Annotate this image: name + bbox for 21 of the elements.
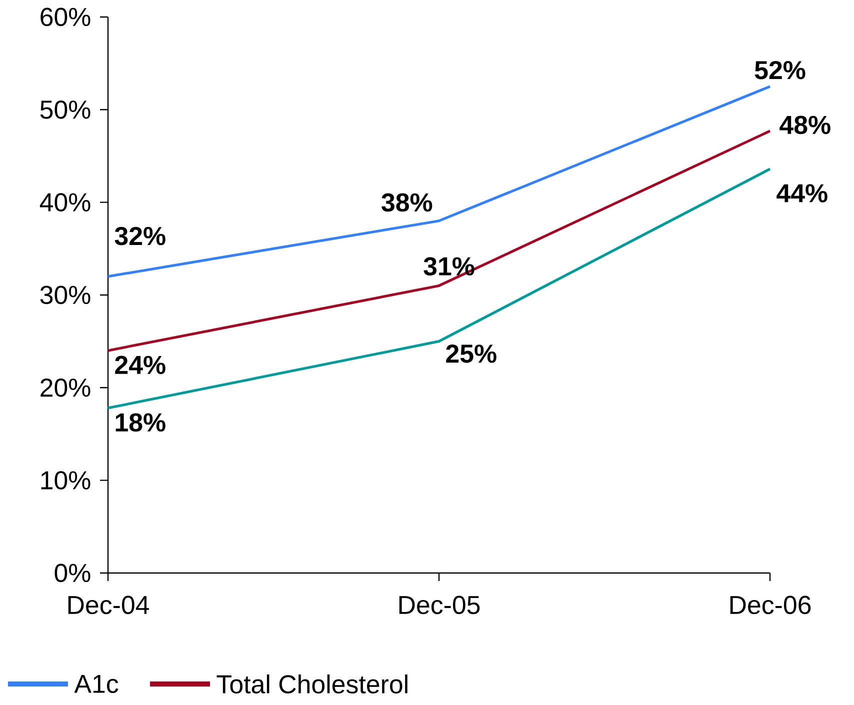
y-tick-label: 20% <box>40 378 90 397</box>
legend-label: A1c <box>74 674 118 694</box>
data-label: 31% <box>424 257 474 276</box>
data-label: 25% <box>446 344 496 363</box>
y-tick-label: 30% <box>40 286 90 304</box>
data-label: 24% <box>115 356 166 374</box>
data-label: 44% <box>776 184 828 202</box>
data-label: 32% <box>114 226 166 246</box>
data-label: 52% <box>754 60 806 80</box>
data-label: 18% <box>116 413 166 432</box>
x-tick-label: Dec-05 <box>399 596 480 614</box>
y-tick-label: 10% <box>41 471 90 490</box>
data-label: 48% <box>780 116 830 134</box>
y-tick-label: 0% <box>54 564 90 582</box>
y-tick-label: 60% <box>40 8 90 26</box>
y-tick-label: 40% <box>40 193 90 212</box>
y-tick-label: 50% <box>40 100 90 119</box>
x-tick-label: Dec-06 <box>730 596 811 614</box>
x-tick-label: Dec-04 <box>68 596 149 614</box>
data-label: 38% <box>382 193 432 212</box>
legend-label: Total Cholesterol <box>216 674 408 694</box>
